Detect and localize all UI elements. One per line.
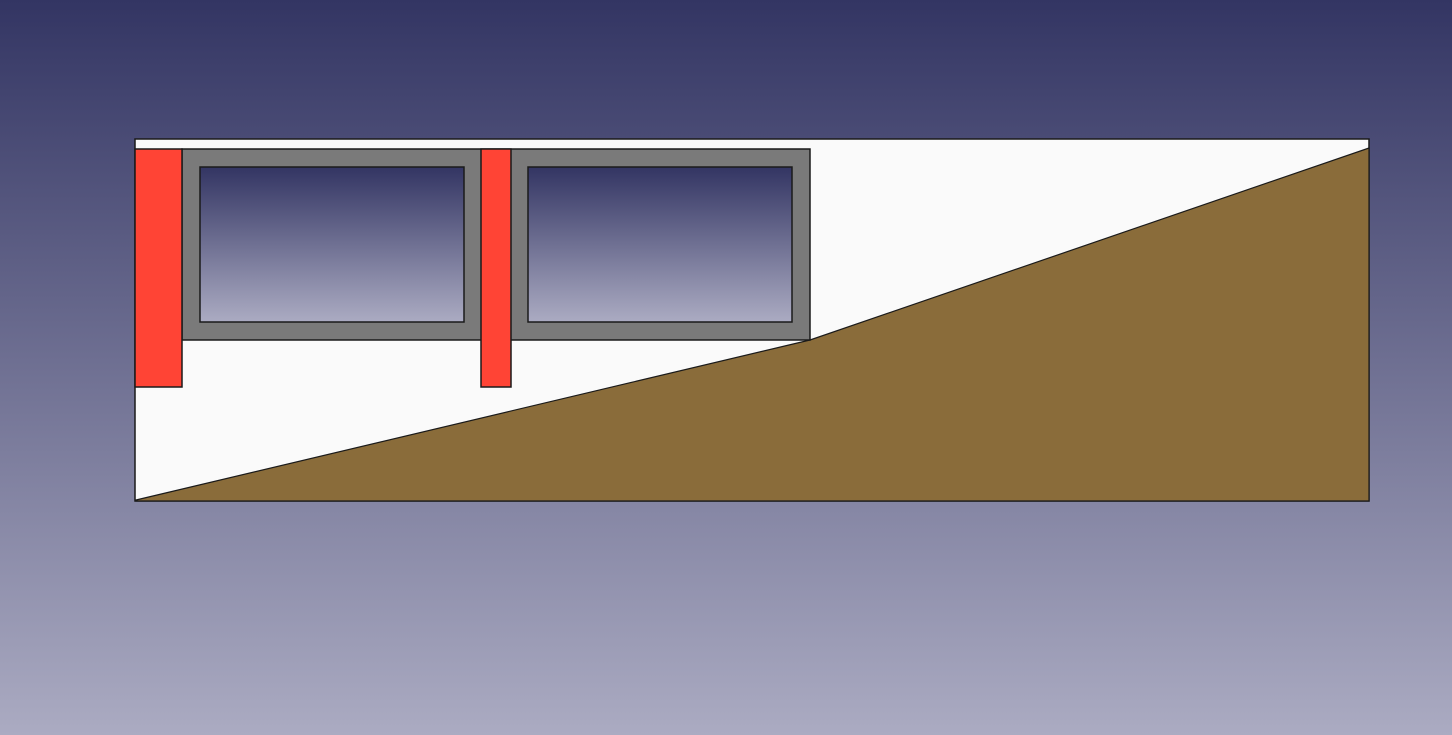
terrain-slope[interactable]	[135, 147, 1370, 502]
pile-left[interactable]	[134, 148, 183, 388]
culvert-cell-left[interactable]	[199, 166, 465, 323]
culvert-cell-right[interactable]	[527, 166, 793, 323]
pile-middle[interactable]	[480, 148, 512, 388]
